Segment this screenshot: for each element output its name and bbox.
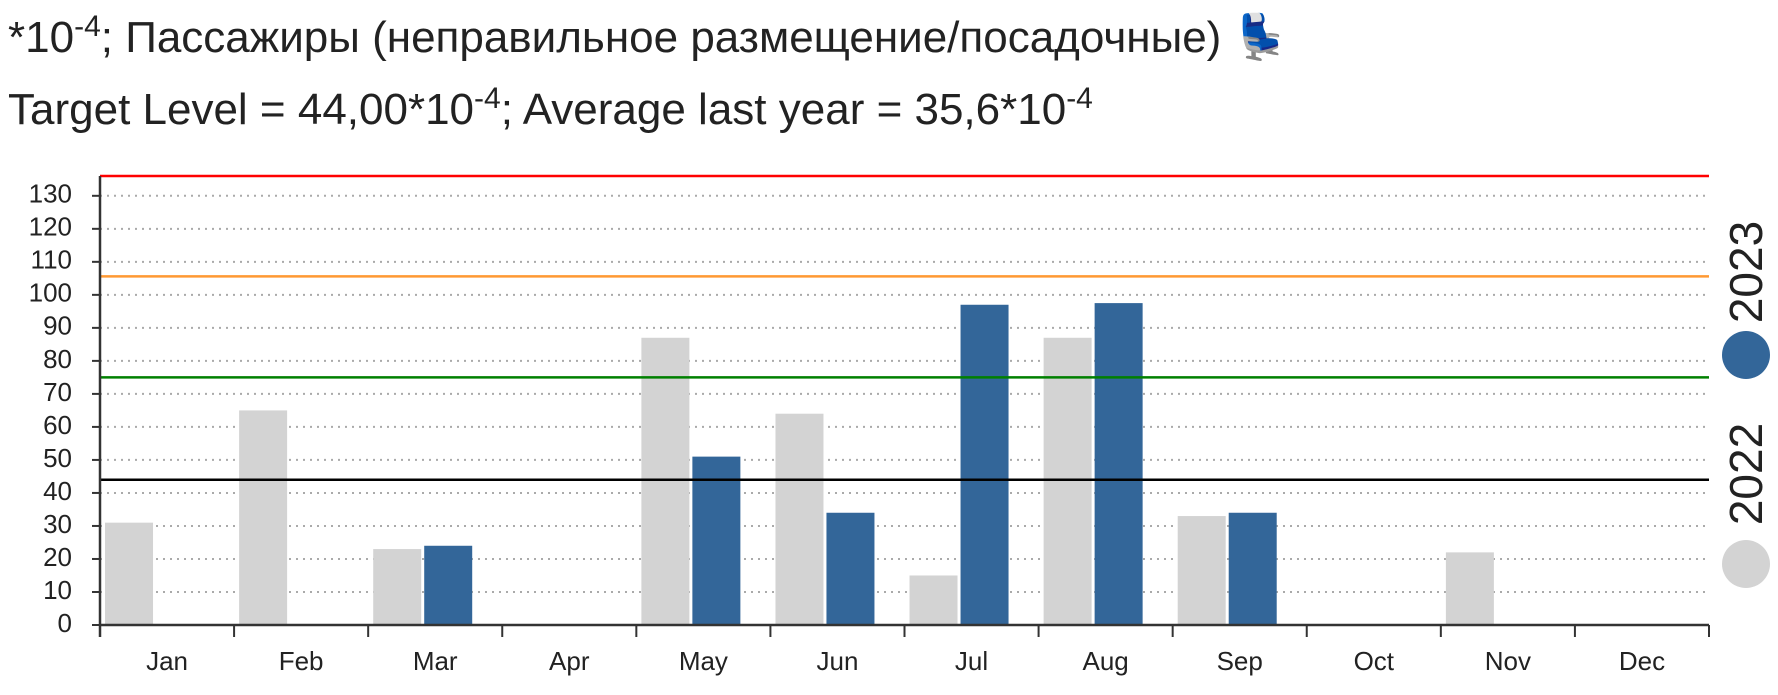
y-tick-label: 80	[43, 344, 72, 374]
legend-label: 2022	[1720, 423, 1772, 525]
bar	[239, 410, 288, 625]
y-tick-label: 70	[43, 377, 72, 407]
title-part: ; Average last year = 35,6*10	[501, 85, 1066, 134]
title-part: -4	[474, 82, 501, 115]
bar	[1445, 552, 1494, 625]
bar	[105, 522, 154, 625]
bar	[373, 549, 422, 625]
x-tick-label: Aug	[1082, 646, 1128, 676]
x-tick-label: Sep	[1217, 646, 1263, 676]
bar	[909, 575, 958, 625]
bar	[960, 304, 1009, 625]
y-tick-label: 120	[29, 212, 72, 242]
legend-marker	[1722, 540, 1770, 588]
x-tick-label: Jan	[146, 646, 188, 676]
y-tick-label: 130	[29, 179, 72, 209]
legend-marker	[1722, 331, 1770, 379]
x-tick-label: Nov	[1485, 646, 1531, 676]
bar	[641, 337, 690, 625]
chart-subtitle: Target Level = 44,00*10-4; Average last …	[8, 82, 1093, 135]
y-tick-label: 60	[43, 410, 72, 440]
chart-title: *10-4; Пассажиры (неправильное размещени…	[8, 10, 1288, 63]
x-tick-label: Jul	[955, 646, 988, 676]
y-tick-label: 110	[31, 245, 72, 275]
bar	[1043, 337, 1092, 625]
bar	[692, 456, 741, 625]
bar	[1228, 512, 1277, 625]
y-tick-label: 0	[58, 608, 72, 638]
title-part: -4	[1066, 82, 1093, 115]
y-tick-label: 30	[43, 509, 72, 539]
title-part: Target Level = 44,00*10	[8, 85, 474, 134]
y-tick-label: 50	[43, 443, 72, 473]
x-tick-label: Apr	[549, 646, 590, 676]
y-tick-label: 10	[43, 575, 72, 605]
x-tick-label: Dec	[1619, 646, 1665, 676]
y-tick-label: 40	[43, 476, 72, 506]
x-tick-label: May	[679, 646, 728, 676]
bar	[1094, 303, 1143, 625]
y-tick-label: 100	[29, 278, 72, 308]
title-part: ; Пассажиры (неправильное размещение/пос…	[101, 12, 1289, 62]
title-part: -4	[74, 10, 101, 43]
title-part: *10	[8, 13, 74, 62]
x-tick-label: Feb	[279, 646, 324, 676]
x-tick-label: Oct	[1354, 646, 1395, 676]
y-tick-label: 90	[43, 311, 72, 341]
legend-label: 2023	[1720, 221, 1772, 323]
x-tick-label: Mar	[413, 646, 458, 676]
bar	[826, 512, 875, 625]
bar	[775, 413, 824, 625]
y-tick-label: 20	[43, 542, 72, 572]
bar	[1177, 516, 1226, 625]
x-tick-label: Jun	[816, 646, 858, 676]
bar	[424, 545, 473, 625]
